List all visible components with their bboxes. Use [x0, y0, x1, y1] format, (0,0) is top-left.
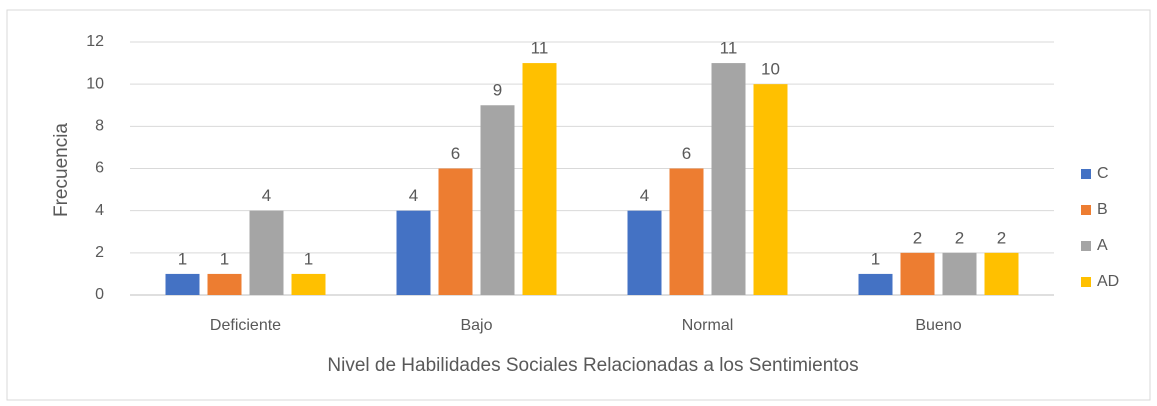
legend-label: A	[1097, 237, 1108, 254]
data-label: 11	[720, 39, 738, 58]
bar	[438, 168, 473, 295]
bar	[753, 84, 788, 296]
y-tick-label: 12	[86, 33, 104, 50]
bar	[711, 63, 746, 296]
data-label: 2	[955, 228, 964, 247]
y-tick-label: 8	[95, 118, 104, 135]
bar	[627, 210, 662, 295]
x-tick-label: Bueno	[915, 317, 961, 334]
chart-border	[6, 9, 1151, 401]
data-label: 4	[409, 186, 418, 205]
data-label: 4	[640, 186, 649, 205]
data-label: 6	[682, 144, 691, 163]
legend-swatch	[1081, 169, 1091, 179]
y-tick-label: 4	[95, 202, 104, 219]
y-tick-label: 2	[95, 244, 104, 261]
legend-label: B	[1097, 201, 1108, 218]
x-tick-label: Bajo	[460, 317, 492, 334]
x-tick-label: Deficiente	[210, 317, 281, 334]
bar	[900, 252, 935, 295]
bar	[249, 210, 284, 295]
bar	[480, 105, 515, 295]
data-label: 1	[178, 249, 187, 268]
data-label: 11	[531, 39, 549, 58]
legend-label: C	[1097, 165, 1109, 182]
data-label: 2	[913, 228, 922, 247]
bar	[522, 63, 557, 296]
legend-swatch	[1081, 241, 1091, 251]
data-label: 6	[451, 144, 460, 163]
bar	[396, 210, 431, 295]
data-label: 10	[761, 60, 780, 79]
data-label: 9	[493, 81, 502, 100]
y-tick-label: 10	[86, 75, 104, 92]
bar	[858, 273, 893, 295]
bar	[984, 252, 1019, 295]
bar	[942, 252, 977, 295]
bar	[291, 273, 326, 295]
legend-swatch	[1081, 277, 1091, 287]
legend-swatch	[1081, 205, 1091, 215]
data-label: 2	[997, 228, 1006, 247]
bar	[669, 168, 704, 295]
data-label: 1	[871, 249, 880, 268]
bar	[207, 273, 242, 295]
data-label: 4	[262, 186, 271, 205]
legend-label: AD	[1097, 273, 1119, 290]
data-label: 1	[304, 249, 313, 268]
y-tick-label: 6	[95, 160, 104, 177]
y-tick-label: 0	[95, 286, 104, 303]
bar	[165, 273, 200, 295]
x-axis-title: Nivel de Habilidades Sociales Relacionad…	[327, 355, 858, 376]
y-axis-title: Frecuencia	[51, 123, 72, 217]
data-label: 1	[220, 249, 229, 268]
x-tick-label: Normal	[682, 317, 734, 334]
